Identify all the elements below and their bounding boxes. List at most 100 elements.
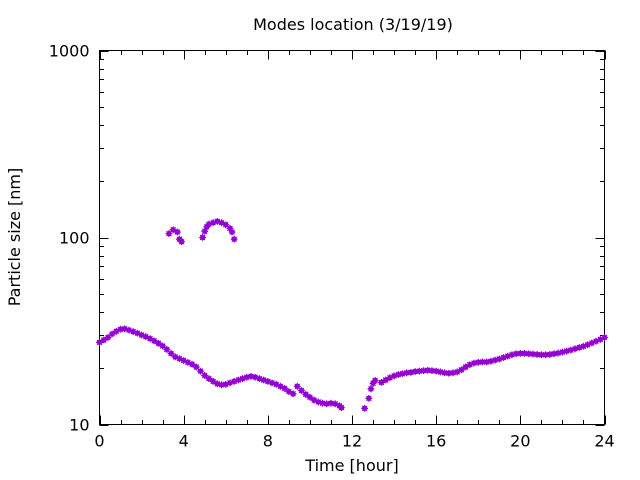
data-point-star bbox=[138, 331, 145, 339]
x-tick-label: 16 bbox=[426, 432, 446, 451]
data-point-star bbox=[462, 363, 470, 371]
data-point-star bbox=[192, 363, 200, 371]
x-tick-label: 20 bbox=[510, 432, 530, 451]
data-point bbox=[306, 393, 314, 401]
data-point-star bbox=[394, 371, 402, 378]
data-point bbox=[155, 339, 162, 347]
data-point bbox=[199, 234, 207, 241]
data-point-star bbox=[331, 400, 339, 408]
data-point-star bbox=[516, 349, 524, 357]
data-point-star bbox=[302, 390, 310, 398]
data-point bbox=[222, 221, 230, 229]
data-point-star bbox=[201, 372, 209, 379]
x-tick-labels: 0 4 8 12 16 20 24 bbox=[94, 432, 614, 451]
data-point bbox=[277, 382, 284, 390]
data-point-star bbox=[171, 353, 179, 361]
data-point-star bbox=[121, 325, 129, 333]
data-point bbox=[184, 358, 192, 366]
data-point-star bbox=[226, 379, 234, 387]
data-point-star bbox=[108, 330, 116, 338]
data-point bbox=[96, 338, 103, 346]
data-point bbox=[415, 367, 423, 375]
data-point-star bbox=[399, 370, 406, 378]
data-point-star bbox=[310, 396, 318, 404]
data-point-star bbox=[390, 372, 398, 380]
x-tick-label: 0 bbox=[94, 432, 104, 451]
x-tick-label: 24 bbox=[594, 432, 614, 451]
data-point-star bbox=[445, 369, 453, 377]
data-point bbox=[403, 369, 411, 377]
data-point-star bbox=[529, 350, 537, 358]
data-point-star bbox=[133, 329, 141, 337]
data-point bbox=[302, 390, 310, 398]
data-point-star bbox=[588, 339, 596, 347]
data-point-star bbox=[495, 355, 503, 363]
data-point bbox=[525, 350, 533, 358]
data-point-star bbox=[508, 351, 516, 359]
data-point bbox=[218, 219, 225, 227]
data-point-star bbox=[112, 327, 120, 335]
data-point-star bbox=[285, 388, 293, 395]
data-point-star bbox=[554, 349, 562, 357]
data-point-star bbox=[142, 333, 150, 341]
data-point bbox=[289, 390, 297, 398]
data-point-star bbox=[129, 328, 137, 335]
data-point-star bbox=[550, 350, 558, 358]
data-point-star bbox=[571, 345, 579, 353]
data-point-star bbox=[500, 354, 507, 361]
data-point bbox=[382, 376, 390, 384]
data-point-star bbox=[596, 336, 604, 343]
data-point-star bbox=[592, 337, 600, 345]
data-point-star bbox=[104, 334, 112, 341]
data-point-star bbox=[289, 390, 297, 398]
data-point bbox=[201, 372, 209, 379]
axis-ticks bbox=[99, 50, 606, 426]
data-point bbox=[209, 378, 217, 385]
data-point bbox=[512, 350, 520, 358]
data-point-star bbox=[178, 238, 185, 246]
data-point-star bbox=[155, 339, 162, 347]
data-point bbox=[458, 366, 465, 374]
data-point-star bbox=[491, 356, 499, 364]
data-point bbox=[178, 238, 185, 246]
data-point-star bbox=[319, 399, 326, 407]
data-point bbox=[293, 382, 301, 390]
data-point-star bbox=[411, 368, 419, 375]
data-point-star bbox=[117, 325, 124, 333]
data-point-star bbox=[230, 378, 238, 385]
data-point-star bbox=[424, 366, 432, 374]
data-point-star bbox=[209, 219, 217, 227]
data-point-star bbox=[100, 336, 108, 344]
data-point-star bbox=[403, 369, 411, 377]
data-point-star bbox=[367, 385, 375, 393]
data-point bbox=[367, 385, 375, 393]
data-point-star bbox=[159, 342, 167, 350]
data-point-star bbox=[173, 228, 181, 236]
data-point-star bbox=[203, 223, 211, 231]
data-point-star bbox=[264, 378, 272, 385]
data-point bbox=[169, 226, 177, 234]
data-point-star bbox=[323, 400, 331, 408]
data-point-star bbox=[293, 382, 301, 390]
data-point-star bbox=[256, 375, 263, 382]
data-point-star bbox=[150, 337, 158, 345]
data-point-star bbox=[298, 387, 305, 394]
data-point-star bbox=[449, 369, 457, 377]
data-point-star bbox=[453, 368, 461, 376]
data-point-star bbox=[213, 380, 221, 388]
y-tick-label: 10 bbox=[69, 416, 89, 435]
data-point bbox=[319, 399, 326, 407]
data-point bbox=[112, 327, 120, 335]
x-tick-label: 8 bbox=[263, 432, 273, 451]
data-point-star bbox=[504, 352, 512, 360]
data-point-star bbox=[415, 367, 423, 375]
data-point bbox=[479, 358, 486, 366]
data-point bbox=[596, 336, 604, 343]
data-point-star bbox=[247, 372, 255, 380]
data-point bbox=[462, 363, 470, 371]
x-axis-label: Time [hour] bbox=[304, 456, 398, 475]
data-point bbox=[230, 235, 238, 243]
data-point bbox=[205, 375, 213, 382]
data-point-star bbox=[537, 351, 545, 359]
x-tick-label: 4 bbox=[179, 432, 189, 451]
